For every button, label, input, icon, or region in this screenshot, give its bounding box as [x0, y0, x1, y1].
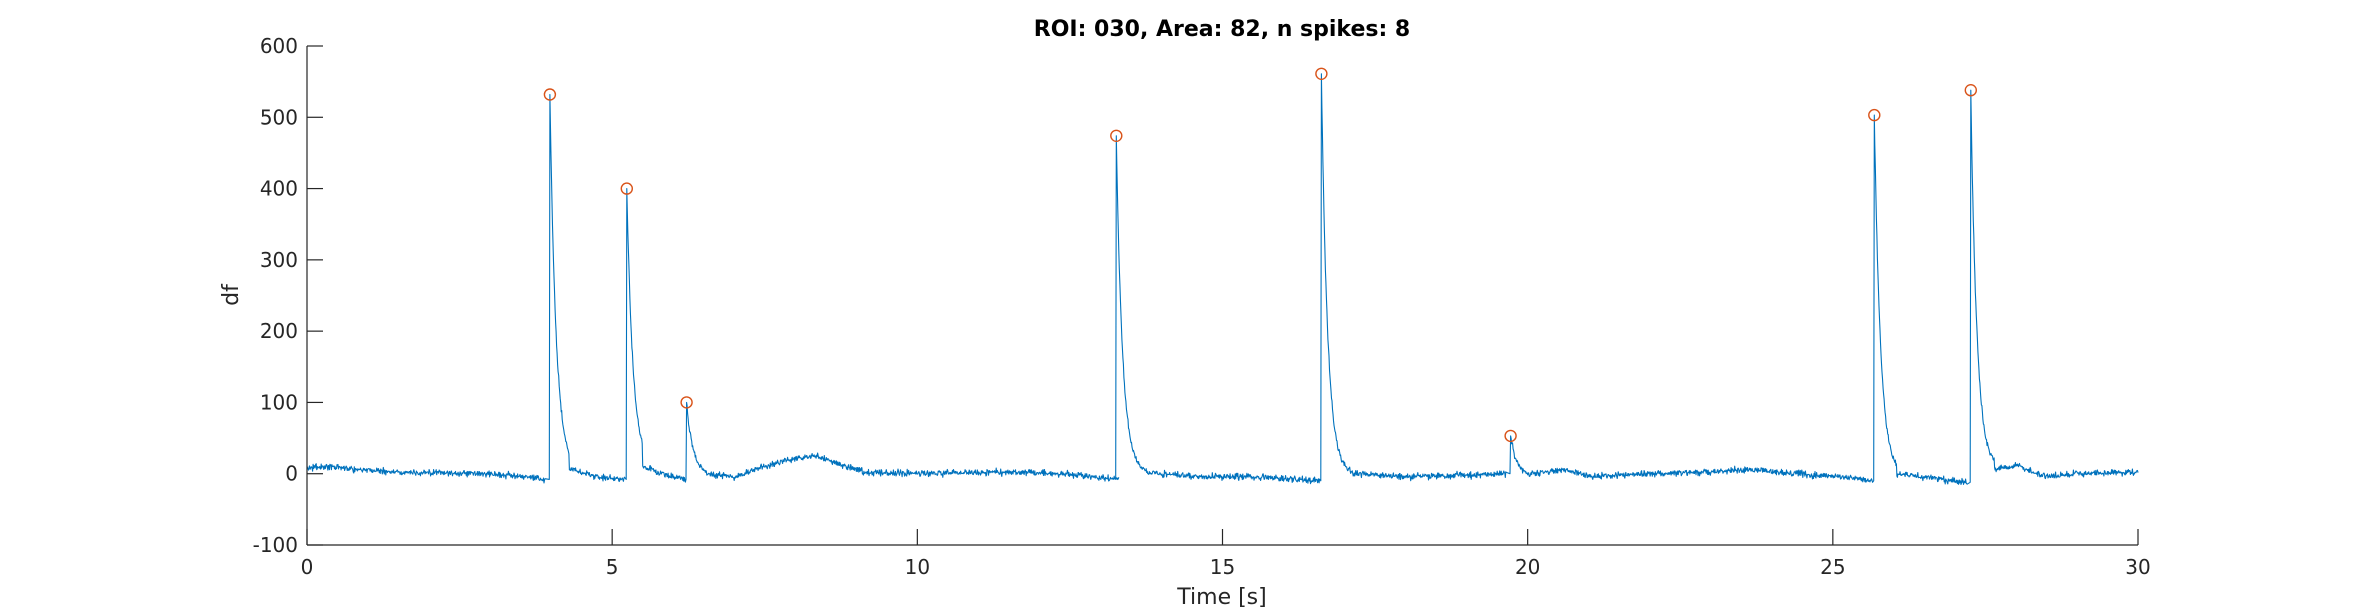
x-axis-label: Time [s]: [1176, 585, 1266, 610]
spike-marker-1: [543, 88, 557, 101]
spike-marker-4: [1110, 129, 1123, 143]
y-tick-label-400: 400: [260, 177, 298, 201]
spike-marker-6: [1504, 429, 1517, 443]
y-tick-label-300: 300: [260, 248, 298, 272]
spike-marker-3: [680, 396, 693, 409]
y-tick-label-100: 100: [260, 390, 298, 414]
x-tick-label-10: 10: [905, 555, 930, 579]
y-tick-label-200: 200: [260, 319, 298, 343]
x-tick-label-0: 0: [301, 555, 314, 579]
spike-marker-layer: [543, 67, 1978, 443]
y-tick-label-0: 0: [285, 462, 298, 486]
plot-area: [307, 46, 2138, 545]
signal-trace-layer: [306, 73, 2139, 486]
y-tick-label-600: 600: [260, 34, 298, 58]
x-tick-label-25: 25: [1820, 555, 1845, 579]
y-axis-label: df: [219, 283, 244, 306]
spike-marker-8: [1964, 83, 1978, 97]
signal-trace-line: [306, 73, 2139, 486]
spike-marker-5: [1315, 67, 1328, 81]
x-tick-label-5: 5: [606, 555, 619, 579]
x-tick-label-15: 15: [1210, 555, 1235, 579]
x-tick-label-30: 30: [2125, 555, 2150, 579]
chart-title: ROI: 030, Area: 82, n spikes: 8: [1034, 17, 1410, 42]
spike-marker-7: [1868, 108, 1881, 122]
spike-marker-2: [620, 182, 633, 195]
y-tick-label--100: -100: [253, 533, 298, 557]
x-tick-label-20: 20: [1515, 555, 1540, 579]
y-tick-label-500: 500: [260, 105, 298, 129]
